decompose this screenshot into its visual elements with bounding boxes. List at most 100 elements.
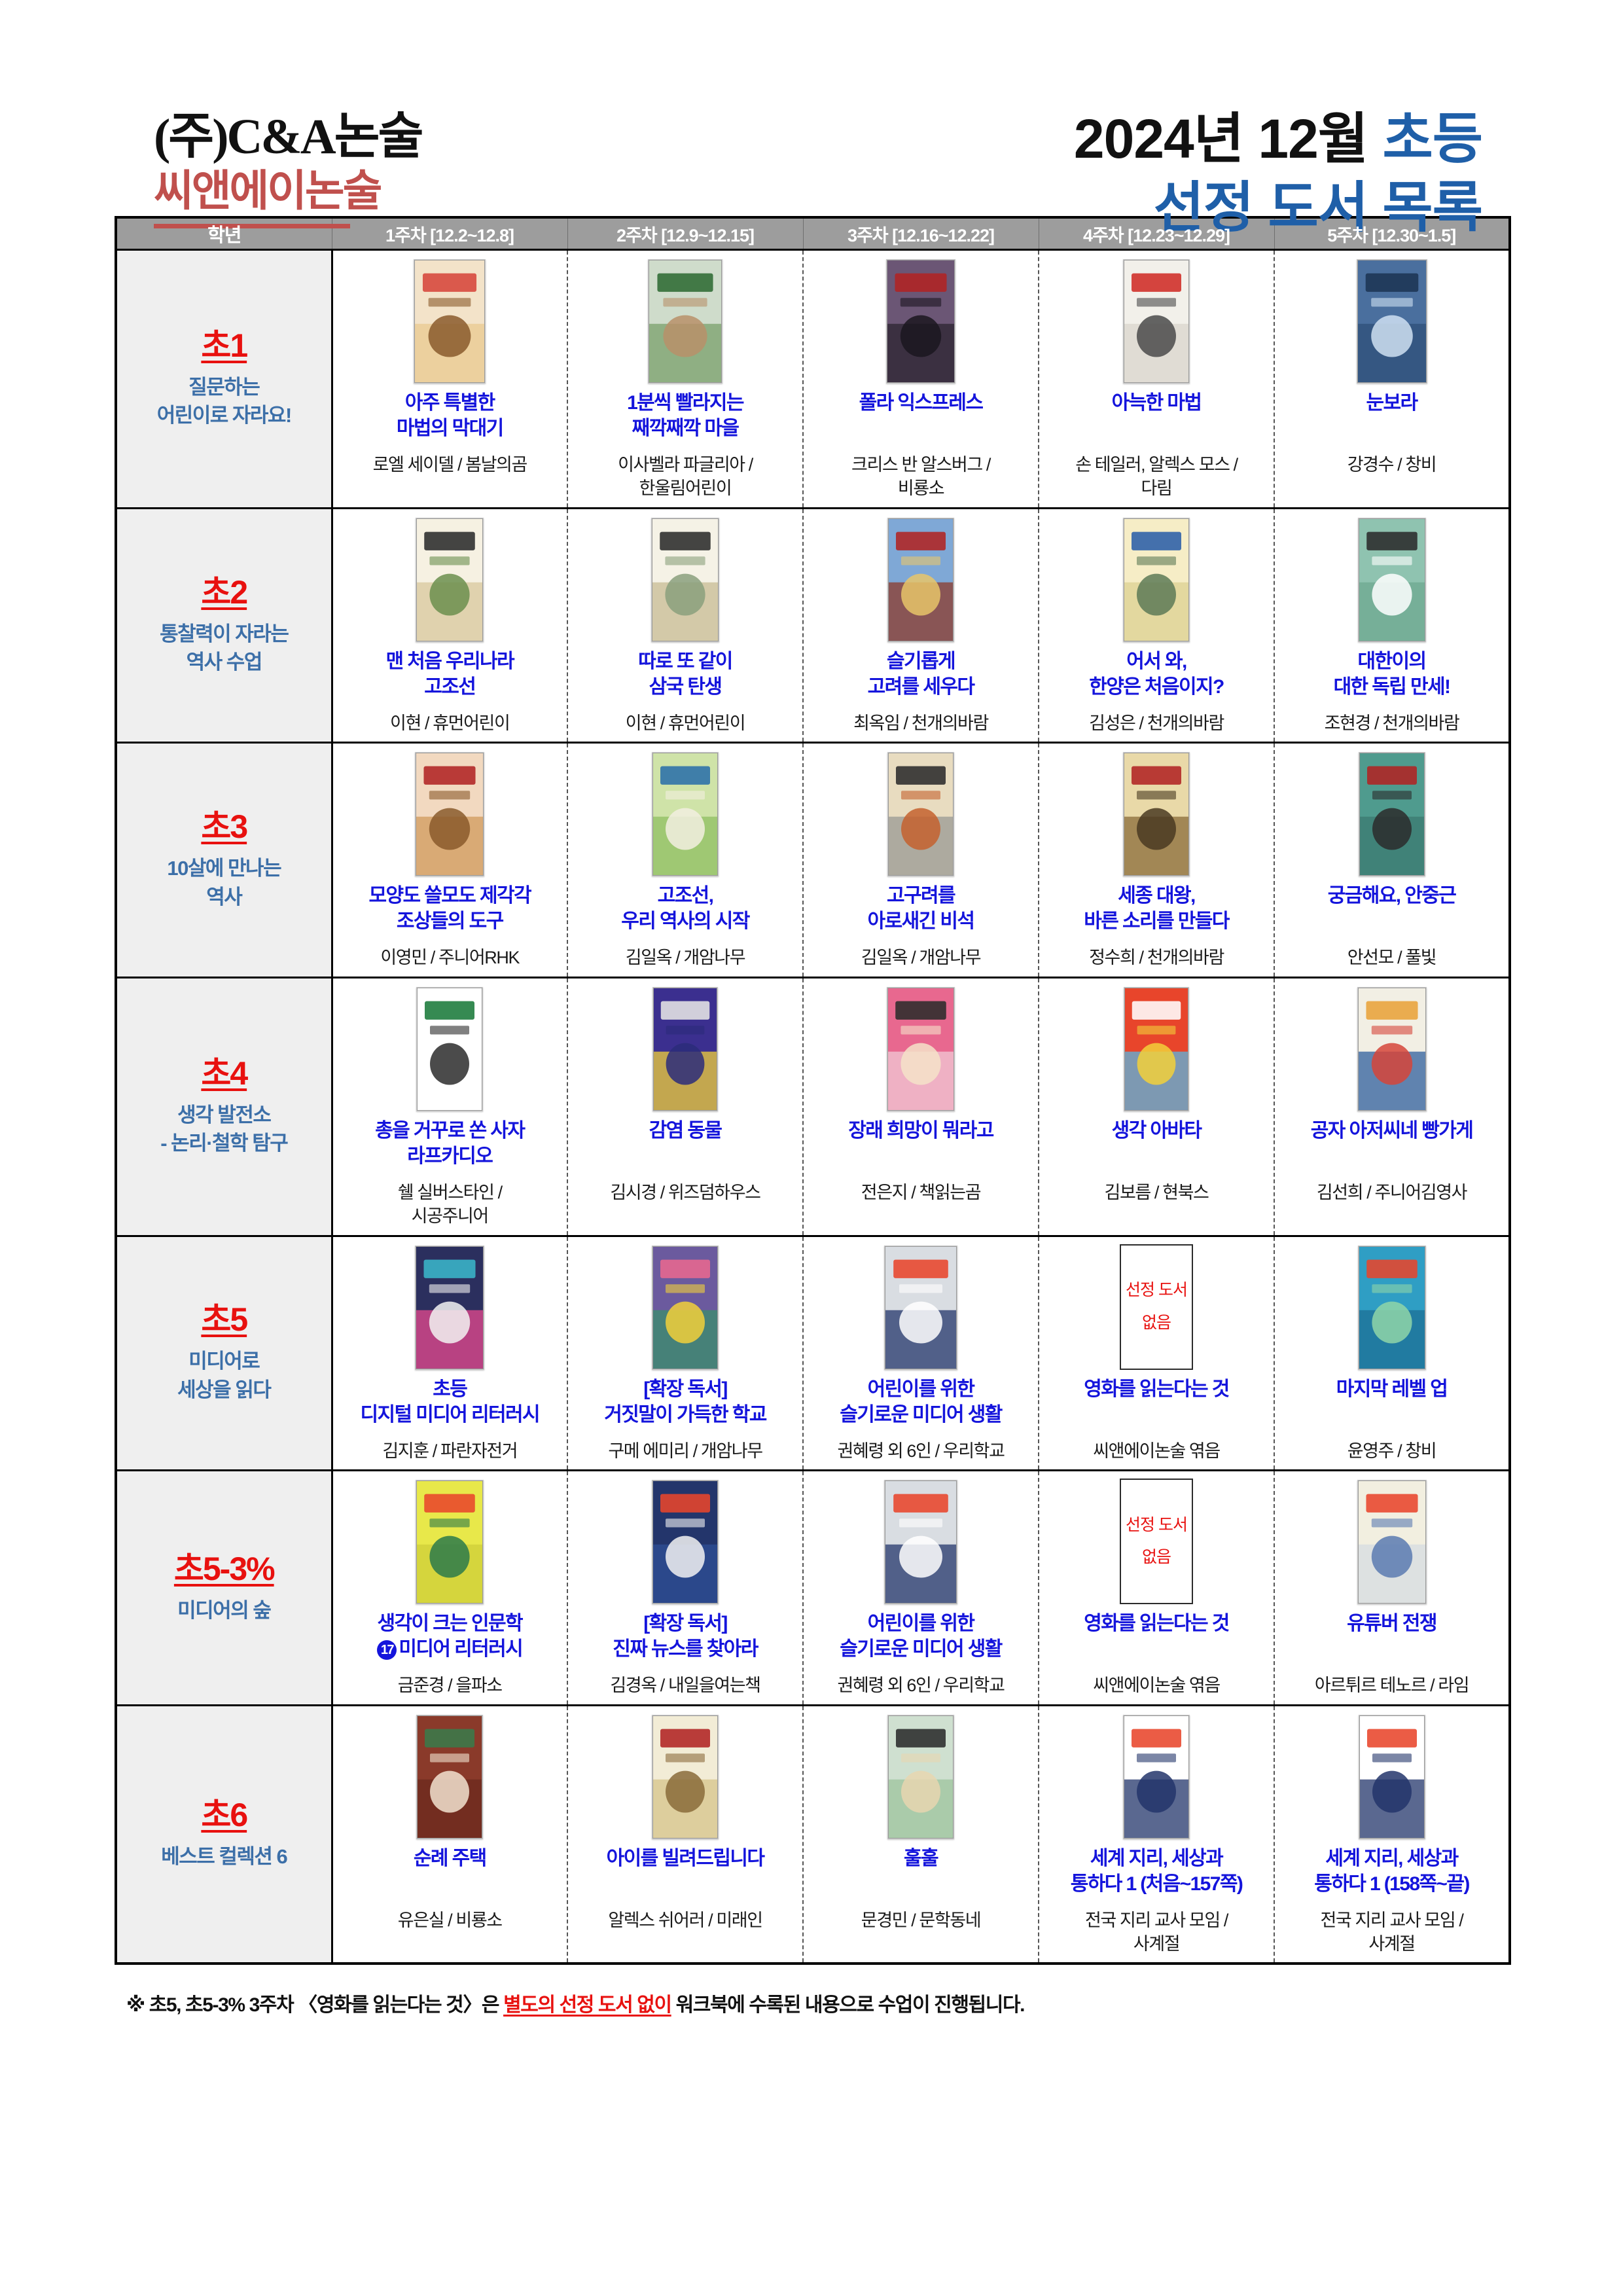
book-title: 아주 특별한 마법의 막대기 [337,387,563,445]
grade-subtitle: 10살에 만나는 역사 [120,854,329,911]
book-title-line: 훌훌 [904,1847,939,1869]
book-cell[interactable]: 장래 희망이 뭐라고 전은지 / 책읽는곰 [803,977,1039,1237]
book-author-publisher: 알렉스 쉬어러 / 미래인 [572,1909,798,1932]
book-cell[interactable]: 대한이의 대한 독립 만세! 조현경 / 천개의바람 [1274,508,1510,744]
book-cell[interactable]: 총을 거꾸로 쏜 사자 라프카디오 쉘 실버스타인 / 시공주니어 [332,977,568,1237]
book-cell[interactable]: 슬기롭게 고려를 세우다 최옥임 / 천개의바람 [803,508,1039,744]
book-title-line: 맨 처음 우리나라 [385,650,515,672]
book-cell[interactable]: 마지막 레벨 업 윤영주 / 창비 [1274,1236,1510,1472]
book-title-line: 눈보라 [1366,392,1419,414]
book-cell[interactable]: 폴라 익스프레스 크리스 반 알스버그 / 비룡소 [803,249,1039,509]
book-cover [337,256,563,384]
book-author-line: 시공주니어 [411,1206,490,1227]
book-cell[interactable]: 눈보라 강경수 / 창비 [1274,249,1510,509]
book-cell[interactable]: 아늑한 마법 손 테일러, 알렉스 모스 / 다림 [1039,249,1275,509]
grade-subtitle-line: 미디어로 [188,1350,260,1373]
book-cell[interactable]: 선정 도서 없음 영화를 읽는다는 것 씨앤에이논술 엮음 [1039,1236,1275,1472]
book-cell[interactable]: 훌훌 문경민 / 문학동네 [803,1705,1039,1964]
book-title-line: 모양도 쓸모도 제각각 [368,885,532,907]
book-cover-image [652,986,718,1111]
book-cover [808,1712,1034,1839]
book-author-line: 비룡소 [897,478,945,499]
table-row: 초3 10살에 만나는 역사 모양도 쓸모도 제각각 조상들의 도구 이영민 / 주니어… [116,742,1510,978]
table-header-row: 학년 1주차 [12.2~12.8] 2주차 [12.9~12.15] 3주차 … [116,217,1510,251]
book-cell[interactable]: 공자 아저씨네 빵가게 김선희 / 주니어김영사 [1274,977,1510,1237]
grade-subtitle: 베스트 컬렉션 6 [120,1842,329,1871]
company-logo: (주)C&A논술 씨앤에이논술 [115,98,423,228]
book-cell[interactable]: 아주 특별한 마법의 막대기 로엘 세이델 / 봄날의곰 [332,249,568,509]
book-title-line: 고려를 세우다 [867,675,975,698]
book-cell[interactable]: 세계 지리, 세상과 통하다 1 (158쪽~끝) 전국 지리 교사 모임 / 사계절 [1274,1705,1510,1964]
book-title: 아늑한 마법 [1043,387,1270,445]
book-author-line: 김시경 / 위즈덤하우스 [610,1182,761,1202]
book-cell[interactable]: 어서 와, 한양은 처음이지? 김성은 / 천개의바람 [1039,508,1275,744]
book-title-line: 어린이를 위한 [867,1613,975,1635]
book-title: 폴라 익스프레스 [808,387,1034,445]
book-cover-image [416,1480,484,1605]
book-cover-image [1123,517,1190,642]
book-title: 맨 처음 우리나라 고조선 [337,646,563,704]
book-author-publisher: 유은실 / 비룡소 [337,1909,563,1932]
book-author-line: 한울림어린이 [639,478,732,499]
book-cell[interactable]: 생각 아바타 김보름 / 현북스 [1039,977,1275,1237]
footnote: ※ 초5, 초5-3% 3주차 〈영화를 읽는다는 것〉은 별도의 선정 도서 … [115,1988,1508,2017]
book-cell[interactable]: 선정 도서 없음 영화를 읽는다는 것 씨앤에이논술 엮음 [1039,1470,1275,1706]
book-cell[interactable]: [확장 독서] 거짓말이 가득한 학교 구메 에미리 / 개암나무 [567,1236,804,1472]
book-cell[interactable]: 유튜버 전쟁 아르튀르 테노르 / 라임 [1274,1470,1510,1706]
book-cell[interactable]: 순례 주택 유은실 / 비룡소 [332,1705,568,1964]
footnote-highlight: 별도의 선정 도서 없이 [503,1994,672,2017]
book-cover-image [652,752,719,877]
book-title-line: 공자 아저씨네 빵가게 [1310,1119,1474,1141]
book-cover [1279,256,1505,384]
column-header-grade: 학년 [116,217,332,251]
book-title-line: 생각 아바타 [1111,1119,1202,1141]
book-cell[interactable]: 고구려를 아로새긴 비석 김일옥 / 개암나무 [803,742,1039,978]
book-cover [572,1712,798,1839]
column-header-week-5: 5주차 [12.30~1.5] [1274,217,1510,251]
book-title: 훌훌 [808,1843,1034,1901]
book-cell[interactable]: 1분씩 빨라지는 째깍째깍 마을 이사벨라 파글리아 / 한울림어린이 [567,249,804,509]
book-cell[interactable]: 감염 동물 김시경 / 위즈덤하우스 [567,977,804,1237]
grade-subtitle-line: 베스트 컬렉션 6 [161,1845,288,1869]
book-cell[interactable]: 세계 지리, 세상과 통하다 1 (처음~157쪽) 전국 지리 교사 모임 / 사계… [1039,1705,1275,1964]
book-title-line: 슬기롭게 [887,650,956,672]
book-cell[interactable]: 맨 처음 우리나라 고조선 이현 / 휴먼어린이 [332,508,568,744]
book-author-publisher: 김지훈 / 파란자전거 [337,1439,563,1463]
footnote-prefix: ※ 초5, 초5-3% 3주차 〈영화를 읽는다는 것〉은 [126,1994,504,2017]
book-cell[interactable]: 생각이 크는 인문학 17 미디어 리터러시 금준경 / 을파소 [332,1470,568,1706]
book-title: 아이를 빌려드립니다 [572,1843,798,1901]
book-title-line: 바른 소리를 만들다 [1084,910,1230,933]
book-title-line: 세종 대왕, [1118,885,1196,907]
book-cover [337,984,563,1111]
book-cover [572,984,798,1111]
book-cell[interactable]: 초등 디지털 미디어 리터러시 김지훈 / 파란자전거 [332,1236,568,1472]
book-cover [808,984,1034,1111]
book-title: 따로 또 같이 삼국 탄생 [572,646,798,704]
book-cover [1279,984,1505,1111]
book-author-line: 김일옥 / 개암나무 [625,948,746,968]
book-author-line: 전국 지리 교사 모임 / [1084,1910,1228,1930]
book-cell[interactable]: [확장 독서] 진짜 뉴스를 찾아라 김경옥 / 내일을여는책 [567,1470,804,1706]
book-cover-image [887,986,955,1111]
book-title-line: 아주 특별한 [404,392,495,414]
page-header: (주)C&A논술 씨앤에이논술 2024년 12월 초등 선정 도서 목록 [115,0,1508,238]
book-cover [572,1477,798,1605]
table-row: 초5 미디어로 세상을 읽다 초등 디지털 미디어 리터러시 김지훈 / 파란자전거 [… [116,1236,1510,1472]
book-title: 생각이 크는 인문학 17 미디어 리터러시 [337,1608,563,1666]
book-author-line: 전국 지리 교사 모임 / [1320,1910,1463,1930]
book-title-line: 슬기로운 미디어 생활 [840,1638,1003,1660]
book-cell[interactable]: 따로 또 같이 삼국 탄생 이현 / 휴먼어린이 [567,508,804,744]
book-cover-image [887,1714,954,1839]
book-cell[interactable]: 궁금해요, 안중근 안선모 / 풀빛 [1274,742,1510,978]
book-author-line: 안선모 / 풀빛 [1347,948,1437,968]
book-title: 대한이의 대한 독립 만세! [1279,646,1505,704]
book-cell[interactable]: 어린이를 위한 슬기로운 미디어 생활 권혜령 외 6인 / 우리학교 [803,1470,1039,1706]
book-cell[interactable]: 모양도 쓸모도 제각각 조상들의 도구 이영민 / 주니어RHK [332,742,568,978]
book-cell[interactable]: 어린이를 위한 슬기로운 미디어 생활 권혜령 외 6인 / 우리학교 [803,1236,1039,1472]
book-author-line: 김일옥 / 개암나무 [861,948,982,968]
book-cover [572,256,798,384]
book-cover [572,514,798,642]
book-cell[interactable]: 고조선, 우리 역사의 시작 김일옥 / 개암나무 [567,742,804,978]
book-cell[interactable]: 세종 대왕, 바른 소리를 만들다 정수희 / 천개의바람 [1039,742,1275,978]
